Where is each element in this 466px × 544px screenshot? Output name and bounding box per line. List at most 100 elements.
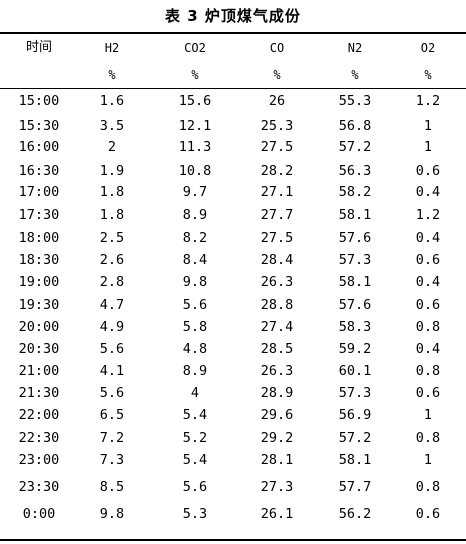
table-cell-n2: 58.1 xyxy=(338,207,372,223)
column-header-co2: CO2 xyxy=(184,41,206,55)
table-cell-h2: 6.5 xyxy=(99,407,125,423)
table-cell-h2: 1.8 xyxy=(99,184,125,200)
table-cell-co2: 8.4 xyxy=(182,252,208,268)
table-cell-time: 19:30 xyxy=(18,297,60,313)
table-cell-co: 28.2 xyxy=(260,163,294,179)
table-cell-o2: 1.2 xyxy=(415,207,441,223)
table-cell-h2: 2 xyxy=(107,139,117,155)
table-cell-h2: 1.6 xyxy=(99,93,125,109)
table-cell-o2: 0.4 xyxy=(415,274,441,290)
table-cell-time: 16:30 xyxy=(18,163,60,179)
table-cell-co: 28.4 xyxy=(260,252,294,268)
table-cell-co: 26.3 xyxy=(260,274,294,290)
table-cell-o2: 0.4 xyxy=(415,341,441,357)
table-cell-time: 20:00 xyxy=(18,319,60,335)
table-cell-time: 22:30 xyxy=(18,430,60,446)
table-cell-co2: 9.7 xyxy=(182,184,208,200)
table-cell-time: 15:30 xyxy=(18,118,60,134)
table-cell-n2: 57.2 xyxy=(338,139,372,155)
table-bottom-rule xyxy=(0,539,466,541)
table-cell-n2: 58.1 xyxy=(338,274,372,290)
table-cell-n2: 57.3 xyxy=(338,385,372,401)
table-cell-o2: 0.8 xyxy=(415,363,441,379)
table-cell-time: 21:30 xyxy=(18,385,60,401)
column-unit-n2: % xyxy=(351,68,359,82)
table-cell-co2: 8.9 xyxy=(182,207,208,223)
table-cell-n2: 55.3 xyxy=(338,93,372,109)
table-cell-co: 28.8 xyxy=(260,297,294,313)
table-cell-h2: 4.7 xyxy=(99,297,125,313)
table-cell-h2: 4.1 xyxy=(99,363,125,379)
table-cell-co: 26.1 xyxy=(260,506,294,522)
table-cell-o2: 1 xyxy=(423,407,433,423)
table-cell-h2: 9.8 xyxy=(99,506,125,522)
table-cell-h2: 5.6 xyxy=(99,385,125,401)
table-cell-co2: 5.2 xyxy=(182,430,208,446)
table-cell-o2: 0.4 xyxy=(415,230,441,246)
table-cell-co2: 5.4 xyxy=(182,407,208,423)
table-cell-co2: 8.2 xyxy=(182,230,208,246)
table-cell-n2: 57.7 xyxy=(338,479,372,495)
table-cell-co2: 8.9 xyxy=(182,363,208,379)
table-cell-co2: 10.8 xyxy=(178,163,212,179)
table-cell-co: 29.2 xyxy=(260,430,294,446)
table-cell-n2: 58.1 xyxy=(338,452,372,468)
table-cell-o2: 1 xyxy=(423,118,433,134)
table-cell-time: 18:00 xyxy=(18,230,60,246)
column-header-h2: H2 xyxy=(104,41,120,55)
column-unit-o2: % xyxy=(424,68,432,82)
column-unit-h2: % xyxy=(108,68,116,82)
table-cell-co: 28.5 xyxy=(260,341,294,357)
table-cell-co: 27.3 xyxy=(260,479,294,495)
table-cell-time: 23:30 xyxy=(18,479,60,495)
table-cell-n2: 57.6 xyxy=(338,230,372,246)
table-cell-h2: 2.5 xyxy=(99,230,125,246)
table-top-rule xyxy=(0,32,466,34)
column-unit-co: % xyxy=(273,68,281,82)
table-cell-n2: 57.3 xyxy=(338,252,372,268)
table-cell-o2: 0.6 xyxy=(415,297,441,313)
table-cell-co2: 11.3 xyxy=(178,139,212,155)
table-cell-co2: 5.4 xyxy=(182,452,208,468)
table-cell-co2: 4 xyxy=(190,385,200,401)
table-cell-n2: 57.2 xyxy=(338,430,372,446)
column-header-o2: O2 xyxy=(420,41,436,55)
table-cell-time: 22:00 xyxy=(18,407,60,423)
table-cell-h2: 2.6 xyxy=(99,252,125,268)
table-cell-o2: 0.6 xyxy=(415,163,441,179)
table-cell-co: 29.6 xyxy=(260,407,294,423)
table-cell-h2: 1.8 xyxy=(99,207,125,223)
table-cell-co: 25.3 xyxy=(260,118,294,134)
table-cell-h2: 5.6 xyxy=(99,341,125,357)
table-cell-time: 17:30 xyxy=(18,207,60,223)
table-cell-co2: 9.8 xyxy=(182,274,208,290)
table-cell-o2: 0.6 xyxy=(415,506,441,522)
table-cell-o2: 0.8 xyxy=(415,319,441,335)
table-cell-co2: 5.6 xyxy=(182,297,208,313)
table-header-rule xyxy=(0,88,466,89)
table-cell-o2: 1.2 xyxy=(415,93,441,109)
table-cell-h2: 1.9 xyxy=(99,163,125,179)
table-cell-co: 27.5 xyxy=(260,139,294,155)
table-cell-h2: 4.9 xyxy=(99,319,125,335)
table-cell-o2: 0.6 xyxy=(415,385,441,401)
table-cell-o2: 1 xyxy=(423,452,433,468)
table-cell-time: 0:00 xyxy=(22,506,56,522)
table-cell-co: 26.3 xyxy=(260,363,294,379)
table-cell-co2: 5.6 xyxy=(182,479,208,495)
table-cell-n2: 56.9 xyxy=(338,407,372,423)
table-cell-co2: 5.3 xyxy=(182,506,208,522)
table-cell-time: 19:00 xyxy=(18,274,60,290)
table-cell-co: 27.1 xyxy=(260,184,294,200)
table-cell-n2: 56.8 xyxy=(338,118,372,134)
table-cell-h2: 2.8 xyxy=(99,274,125,290)
table-cell-h2: 3.5 xyxy=(99,118,125,134)
table-cell-n2: 59.2 xyxy=(338,341,372,357)
table-cell-n2: 58.3 xyxy=(338,319,372,335)
table-cell-co2: 4.8 xyxy=(182,341,208,357)
column-header-co: CO xyxy=(269,41,285,55)
table-cell-h2: 8.5 xyxy=(99,479,125,495)
table-cell-co2: 5.8 xyxy=(182,319,208,335)
table-cell-n2: 58.2 xyxy=(338,184,372,200)
table-cell-o2: 0.6 xyxy=(415,252,441,268)
